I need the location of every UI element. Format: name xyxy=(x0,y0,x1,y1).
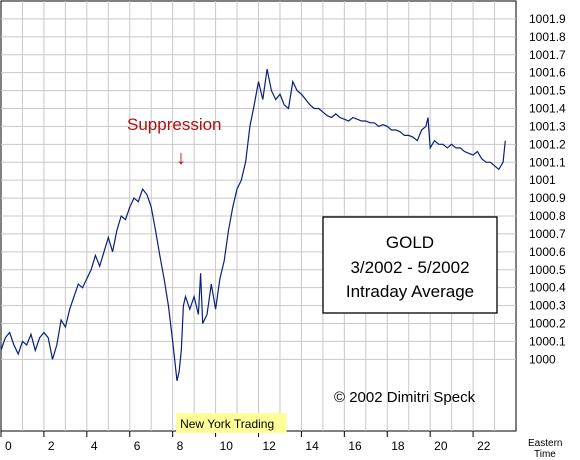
x-tick-label: 8 xyxy=(177,439,184,453)
y-tick-label: 1001.2 xyxy=(529,137,566,151)
x-tick-label: 10 xyxy=(220,439,234,453)
y-tick-label: 1001.4 xyxy=(529,102,566,116)
x-tick-label: 14 xyxy=(305,439,319,453)
y-tick-label: 1001.1 xyxy=(529,155,566,169)
y-tick-label: 1000.4 xyxy=(529,281,566,295)
x-tick-label: 16 xyxy=(348,439,362,453)
y-axis: 1000 1000.1 1000.2 1000.3 1000.4 1000.5 1000.6… xyxy=(529,12,566,366)
x-axis: 0 2 4 6 8 10 12 14 16 18 20 22 xyxy=(0,431,491,453)
y-tick-label: 1000.2 xyxy=(529,317,566,331)
x-tick-label: 2 xyxy=(48,439,55,453)
y-tick-label: 1001.7 xyxy=(529,48,566,62)
y-tick-label: 1001.5 xyxy=(529,84,566,98)
x-tick-label: 20 xyxy=(434,439,448,453)
copyright: © 2002 Dimitri Speck xyxy=(334,389,476,406)
y-tick-label: 1001.9 xyxy=(529,12,566,26)
title-box xyxy=(322,216,498,314)
y-tick-label: 1000.7 xyxy=(529,227,566,241)
new-york-trading-label: New York Trading xyxy=(180,417,274,431)
title-line-2: 3/2002 - 5/2002 xyxy=(350,258,469,277)
y-tick-label: 1000 xyxy=(529,352,556,366)
title-line-1: GOLD xyxy=(386,233,434,252)
new-york-trading-band xyxy=(176,413,287,433)
title-line-3: Intraday Average xyxy=(346,282,474,301)
series-line xyxy=(0,68,506,381)
y-tick-label: 1000.3 xyxy=(529,299,566,313)
y-tick-label: 1000.9 xyxy=(529,191,566,205)
y-tick-label: 1001.6 xyxy=(529,66,566,80)
x-tick-label: 0 xyxy=(5,439,12,453)
y-tick-label: 1000.1 xyxy=(529,334,566,348)
y-tick-label: 1000.8 xyxy=(529,209,566,223)
y-tick-label: 1001.8 xyxy=(529,30,566,44)
x-axis-unit-line-2: Time xyxy=(534,449,556,460)
y-tick-label: 1001.3 xyxy=(529,119,566,133)
x-axis-unit-line-1: Eastern xyxy=(528,438,562,449)
suppression-label: Suppression xyxy=(127,115,222,134)
x-tick-label: 6 xyxy=(134,439,141,453)
suppression-arrow-icon: ↓ xyxy=(176,147,186,169)
y-tick-label: 1001 xyxy=(529,173,556,187)
x-tick-label: 4 xyxy=(91,439,98,453)
grid xyxy=(1,1,516,431)
x-tick-label: 22 xyxy=(477,439,491,453)
y-tick-label: 1000.6 xyxy=(529,245,566,259)
y-tick-label: 1000.5 xyxy=(529,263,566,277)
x-tick-label: 18 xyxy=(391,439,405,453)
x-tick-label: 12 xyxy=(263,439,277,453)
